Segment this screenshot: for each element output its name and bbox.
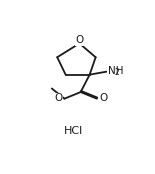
Text: O: O [75, 35, 84, 45]
Text: HCl: HCl [64, 126, 83, 136]
Text: O: O [54, 93, 62, 103]
Text: NH: NH [108, 66, 123, 76]
Text: O: O [100, 93, 108, 103]
Text: 2: 2 [115, 68, 120, 77]
